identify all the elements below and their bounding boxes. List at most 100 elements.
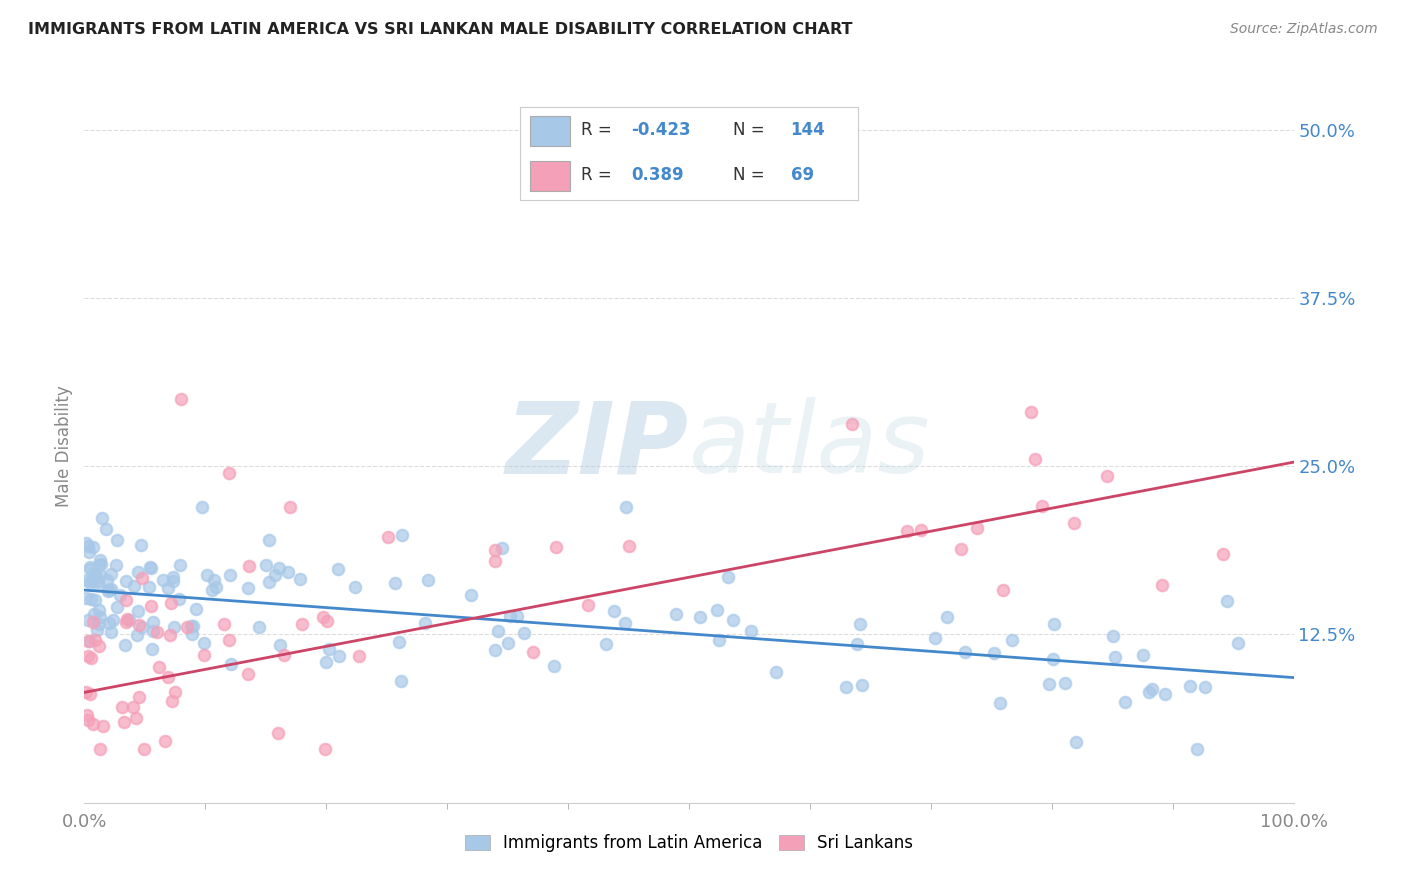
Point xyxy=(388,634,411,648)
Point xyxy=(314,742,336,756)
Point xyxy=(139,561,162,575)
Point xyxy=(75,684,97,698)
Y-axis label: Male Disability: Male Disability xyxy=(55,385,73,507)
Point xyxy=(184,602,207,616)
Point xyxy=(896,524,918,538)
Point xyxy=(391,528,413,542)
Point xyxy=(706,603,728,617)
Point xyxy=(484,642,506,657)
Point xyxy=(219,568,242,582)
Point xyxy=(1024,451,1046,466)
Point xyxy=(384,576,406,591)
Point xyxy=(717,570,740,584)
Point xyxy=(180,619,202,633)
Point xyxy=(1212,547,1234,561)
Point xyxy=(576,598,599,612)
Point xyxy=(949,541,972,556)
Point xyxy=(273,648,295,662)
Point xyxy=(221,657,243,671)
Point xyxy=(267,726,290,740)
Point xyxy=(98,582,121,597)
Point xyxy=(484,542,506,557)
Point xyxy=(1226,635,1249,649)
Point xyxy=(460,588,482,602)
Point xyxy=(131,620,153,634)
Point xyxy=(77,713,100,727)
Point xyxy=(89,639,111,653)
Point xyxy=(125,711,148,725)
Point xyxy=(108,588,131,602)
Point xyxy=(416,573,439,587)
Point xyxy=(79,634,101,648)
Point xyxy=(122,579,145,593)
Point xyxy=(89,553,111,567)
Point xyxy=(835,680,858,694)
Point xyxy=(614,500,637,514)
Point xyxy=(522,645,544,659)
Point xyxy=(82,615,104,630)
Point xyxy=(152,573,174,587)
Point xyxy=(162,570,184,584)
Point xyxy=(160,694,183,708)
Point xyxy=(127,565,149,579)
Point xyxy=(169,558,191,572)
Point xyxy=(84,568,107,582)
Point xyxy=(89,742,111,756)
Point xyxy=(484,554,506,568)
Point xyxy=(665,607,688,621)
Point xyxy=(201,582,224,597)
Point xyxy=(486,624,509,638)
Point xyxy=(1142,682,1164,697)
Point xyxy=(257,575,280,590)
Point xyxy=(107,533,129,548)
Point xyxy=(288,573,311,587)
Point xyxy=(77,633,100,648)
Point xyxy=(603,604,626,618)
Point xyxy=(205,580,228,594)
Point xyxy=(851,678,873,692)
Point xyxy=(619,540,641,554)
Point xyxy=(544,540,567,554)
Point xyxy=(707,632,730,647)
Point xyxy=(218,466,240,480)
Point xyxy=(1180,679,1202,693)
Point xyxy=(506,608,529,623)
Point xyxy=(595,637,617,651)
Point xyxy=(112,715,135,730)
Point xyxy=(146,624,169,639)
Point xyxy=(841,417,863,431)
Point xyxy=(86,624,108,638)
Point xyxy=(75,536,97,550)
Point xyxy=(247,620,270,634)
Point xyxy=(315,655,337,669)
Point xyxy=(176,620,198,634)
Point xyxy=(993,583,1015,598)
Point xyxy=(86,574,108,588)
Point xyxy=(77,545,100,559)
Point xyxy=(935,610,957,624)
Text: atlas: atlas xyxy=(689,398,931,494)
Point xyxy=(195,568,218,582)
Point xyxy=(91,718,114,732)
Text: ZIP: ZIP xyxy=(506,398,689,494)
Point xyxy=(318,642,340,657)
Point xyxy=(180,627,202,641)
Point xyxy=(105,600,128,615)
Point xyxy=(312,610,335,624)
Point xyxy=(277,566,299,580)
Point xyxy=(499,608,522,623)
Point xyxy=(236,667,259,681)
Point xyxy=(128,617,150,632)
Point xyxy=(79,560,101,574)
Point xyxy=(167,592,190,607)
Point xyxy=(1132,648,1154,662)
Point xyxy=(1063,516,1085,530)
Point xyxy=(148,660,170,674)
Point xyxy=(162,574,184,588)
Point xyxy=(76,613,98,627)
Point xyxy=(94,522,117,536)
Point xyxy=(269,560,291,574)
Point xyxy=(79,687,101,701)
Point xyxy=(84,566,107,581)
Point xyxy=(924,631,946,645)
